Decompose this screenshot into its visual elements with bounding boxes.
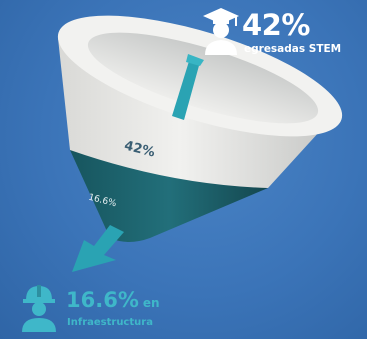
bottom-stat-value: 16.6%	[66, 288, 139, 312]
bottom-stat-value-line: 16.6% en	[66, 288, 160, 312]
top-stat: 42% egresadas STEM	[202, 6, 367, 58]
graduate-icon	[203, 8, 239, 55]
funnel-mouth	[87, 32, 319, 124]
funnel-lower-segment	[70, 150, 268, 242]
bottom-stat: 16.6% en Infraestructura	[18, 282, 218, 334]
bottom-stat-suffix: en	[142, 296, 160, 310]
funnel-inner-arrow	[172, 58, 200, 120]
engineer-icon	[22, 285, 56, 332]
top-stat-value: 42%	[242, 8, 310, 42]
bottom-stat-label: Infraestructura	[67, 317, 153, 328]
arrow-icon	[72, 225, 124, 272]
top-stat-label: egresadas STEM	[244, 43, 342, 55]
